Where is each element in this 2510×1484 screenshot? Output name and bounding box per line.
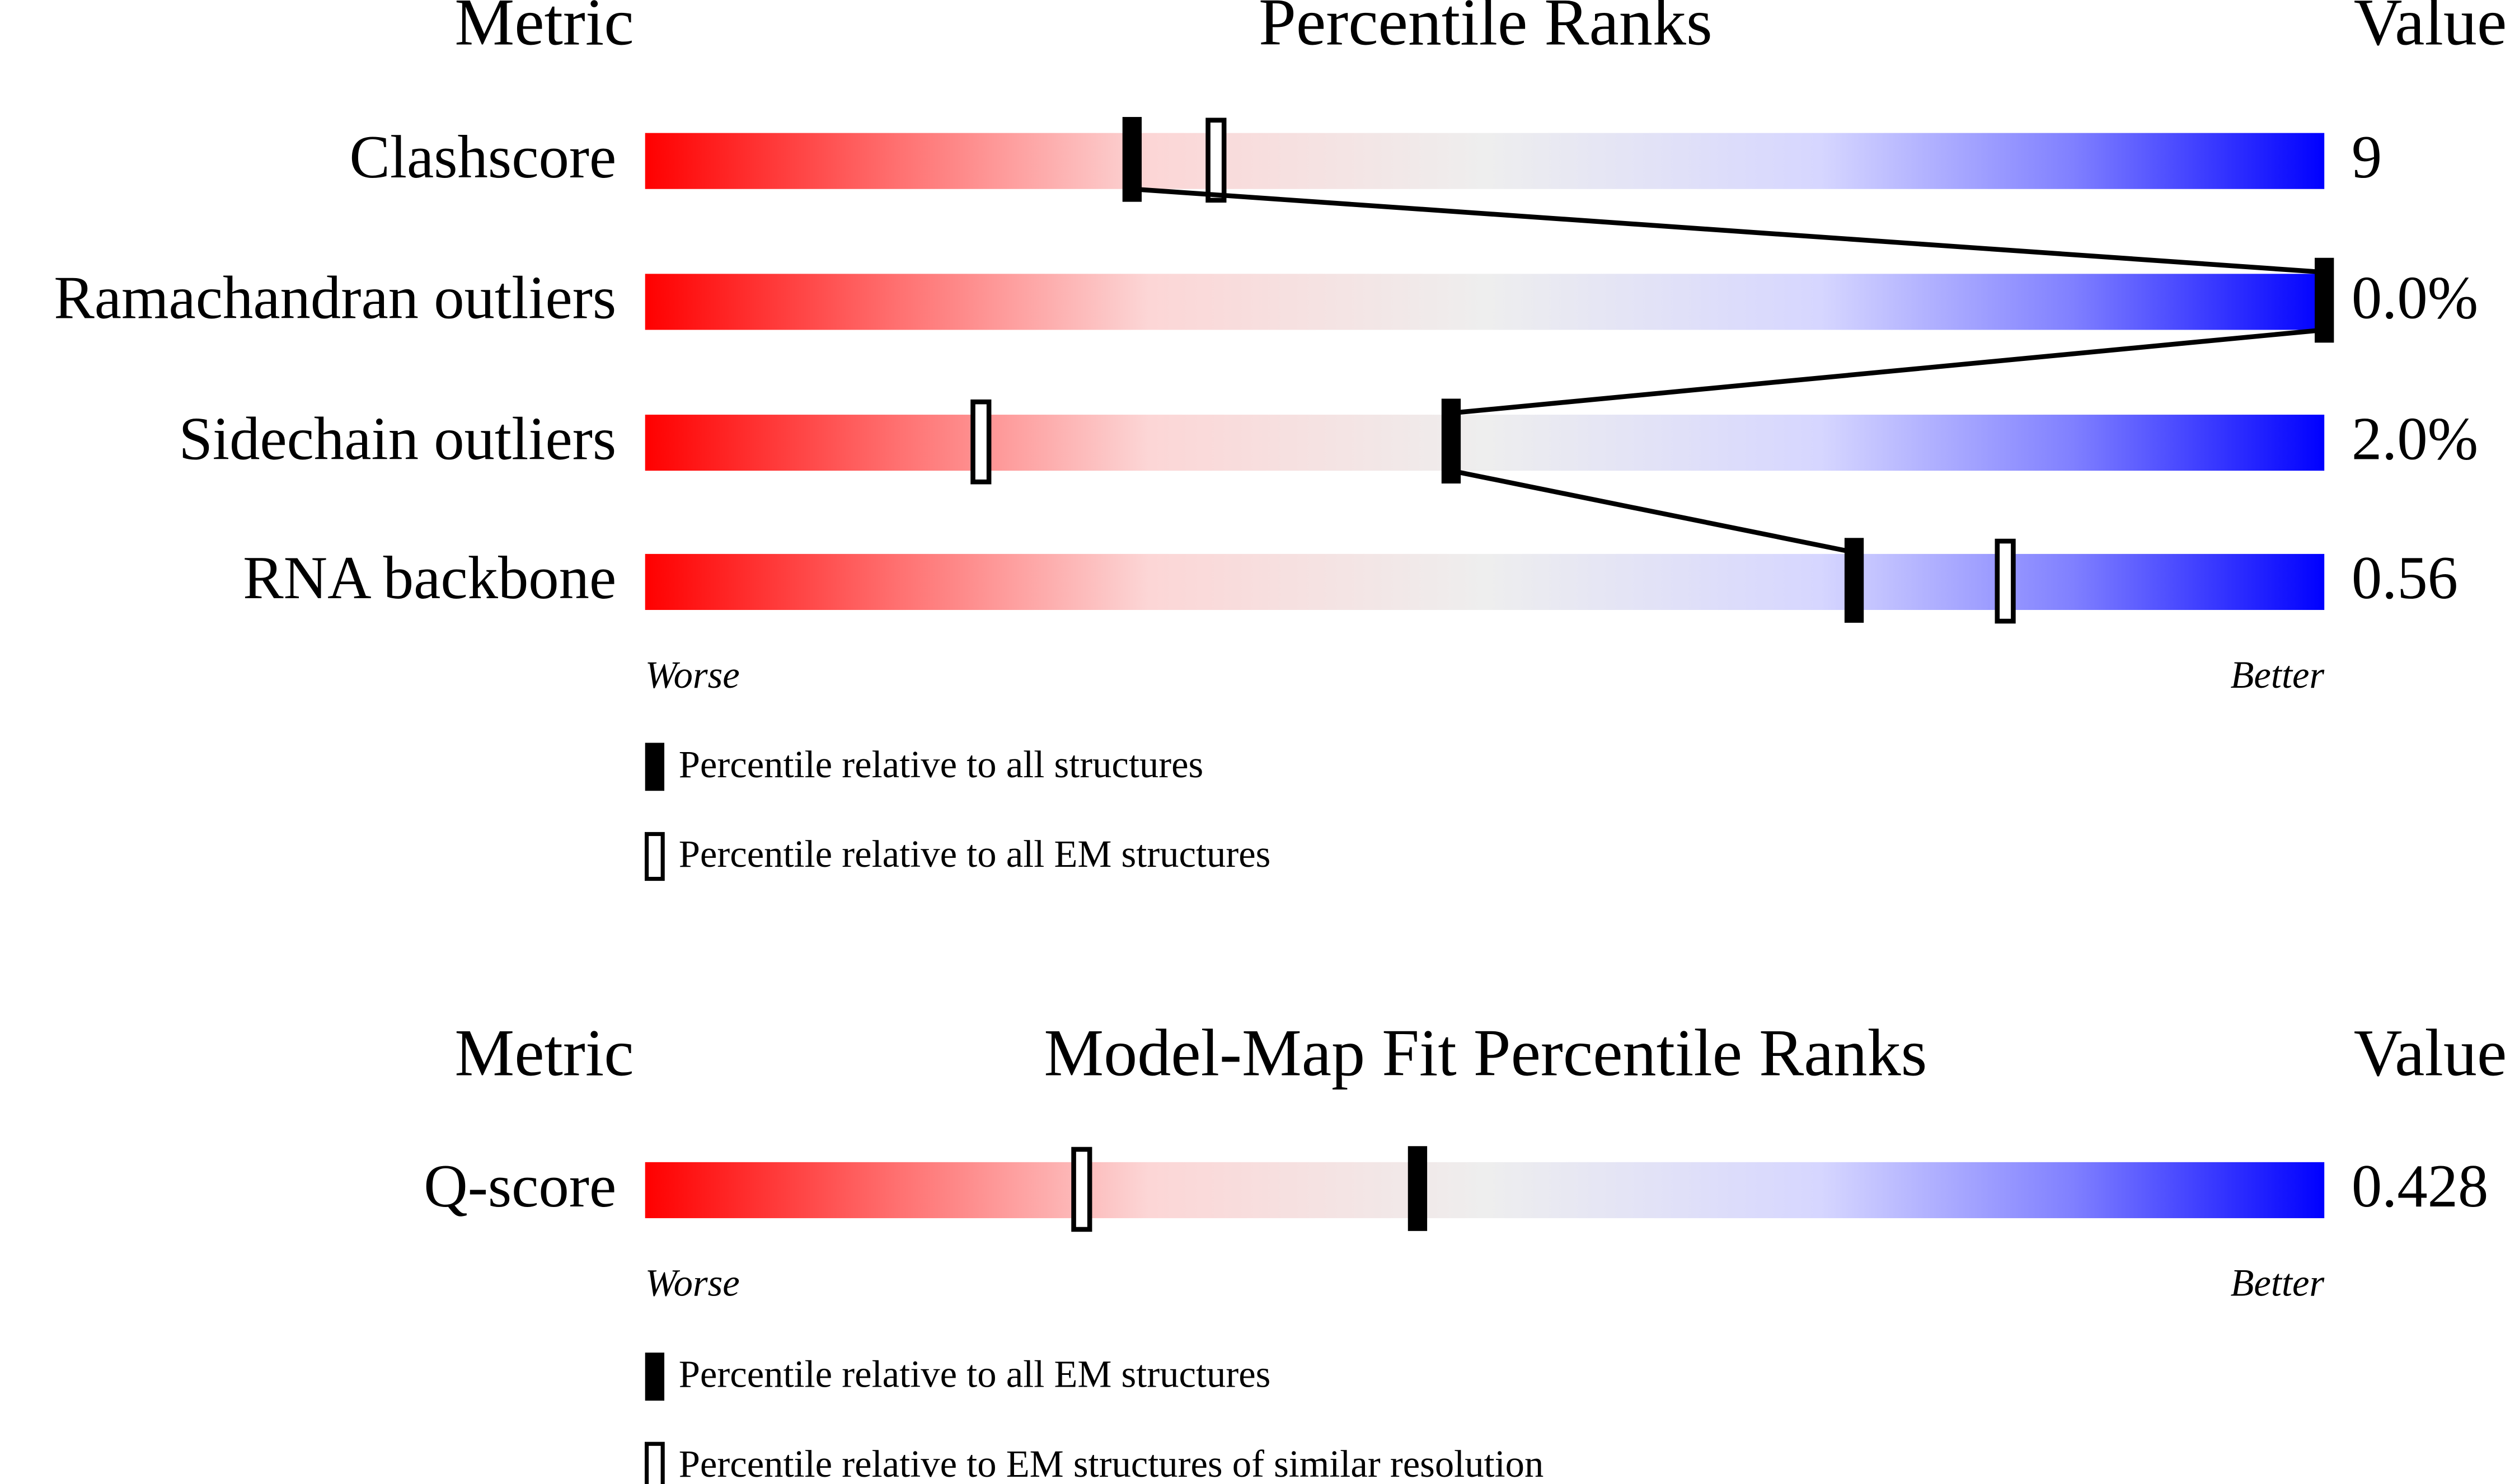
legend-text: Percentile relative to EM structures of … bbox=[679, 1443, 1544, 1484]
marker-open bbox=[1995, 538, 2016, 624]
metric-label: Clashscore bbox=[349, 123, 616, 191]
better-label: Better bbox=[2231, 1262, 2325, 1304]
legend-open bbox=[644, 1441, 665, 1484]
percentile-bar bbox=[645, 415, 2325, 471]
marker-filled bbox=[1408, 1146, 1428, 1231]
percentile-bar bbox=[645, 274, 2325, 330]
connector bbox=[1132, 186, 2325, 275]
metric-value: 0.0% bbox=[2352, 264, 2478, 332]
metric-label: Ramachandran outliers bbox=[54, 264, 616, 332]
marker-open bbox=[970, 399, 992, 485]
value-header: Value bbox=[2354, 0, 2507, 59]
metric-value: 0.428 bbox=[2352, 1152, 2489, 1220]
legend-text: Percentile relative to all EM structures bbox=[679, 833, 1271, 875]
metric-label: RNA backbone bbox=[243, 544, 616, 612]
legend-filled bbox=[645, 743, 665, 791]
panel-title: Model-Map Fit Percentile Ranks bbox=[1044, 1015, 1927, 1089]
legend-open bbox=[644, 832, 665, 881]
percentile-bar bbox=[645, 553, 2325, 610]
metric-header: Metric bbox=[454, 1015, 634, 1089]
panel-title: Percentile Ranks bbox=[1259, 0, 1713, 59]
metric-value: 0.56 bbox=[2352, 544, 2458, 612]
metric-value: 9 bbox=[2352, 123, 2382, 191]
percentile-bar bbox=[645, 1162, 2325, 1218]
legend-filled bbox=[645, 1352, 665, 1401]
worse-label: Worse bbox=[645, 1262, 740, 1304]
connector bbox=[1451, 468, 1855, 555]
metric-value: 2.0% bbox=[2352, 405, 2478, 472]
marker-open bbox=[1205, 118, 1227, 203]
connector bbox=[1451, 327, 2325, 416]
percentile-bar bbox=[645, 133, 2325, 189]
metric-header: Metric bbox=[454, 0, 634, 59]
legend-text: Percentile relative to all structures bbox=[679, 743, 1204, 786]
worse-label: Worse bbox=[645, 654, 740, 696]
legend-text: Percentile relative to all EM structures bbox=[679, 1353, 1271, 1396]
metric-label: Q-score bbox=[424, 1152, 616, 1220]
better-label: Better bbox=[2231, 654, 2325, 696]
metric-label: Sidechain outliers bbox=[179, 405, 616, 472]
value-header: Value bbox=[2354, 1015, 2507, 1089]
marker-open bbox=[1071, 1147, 1092, 1232]
